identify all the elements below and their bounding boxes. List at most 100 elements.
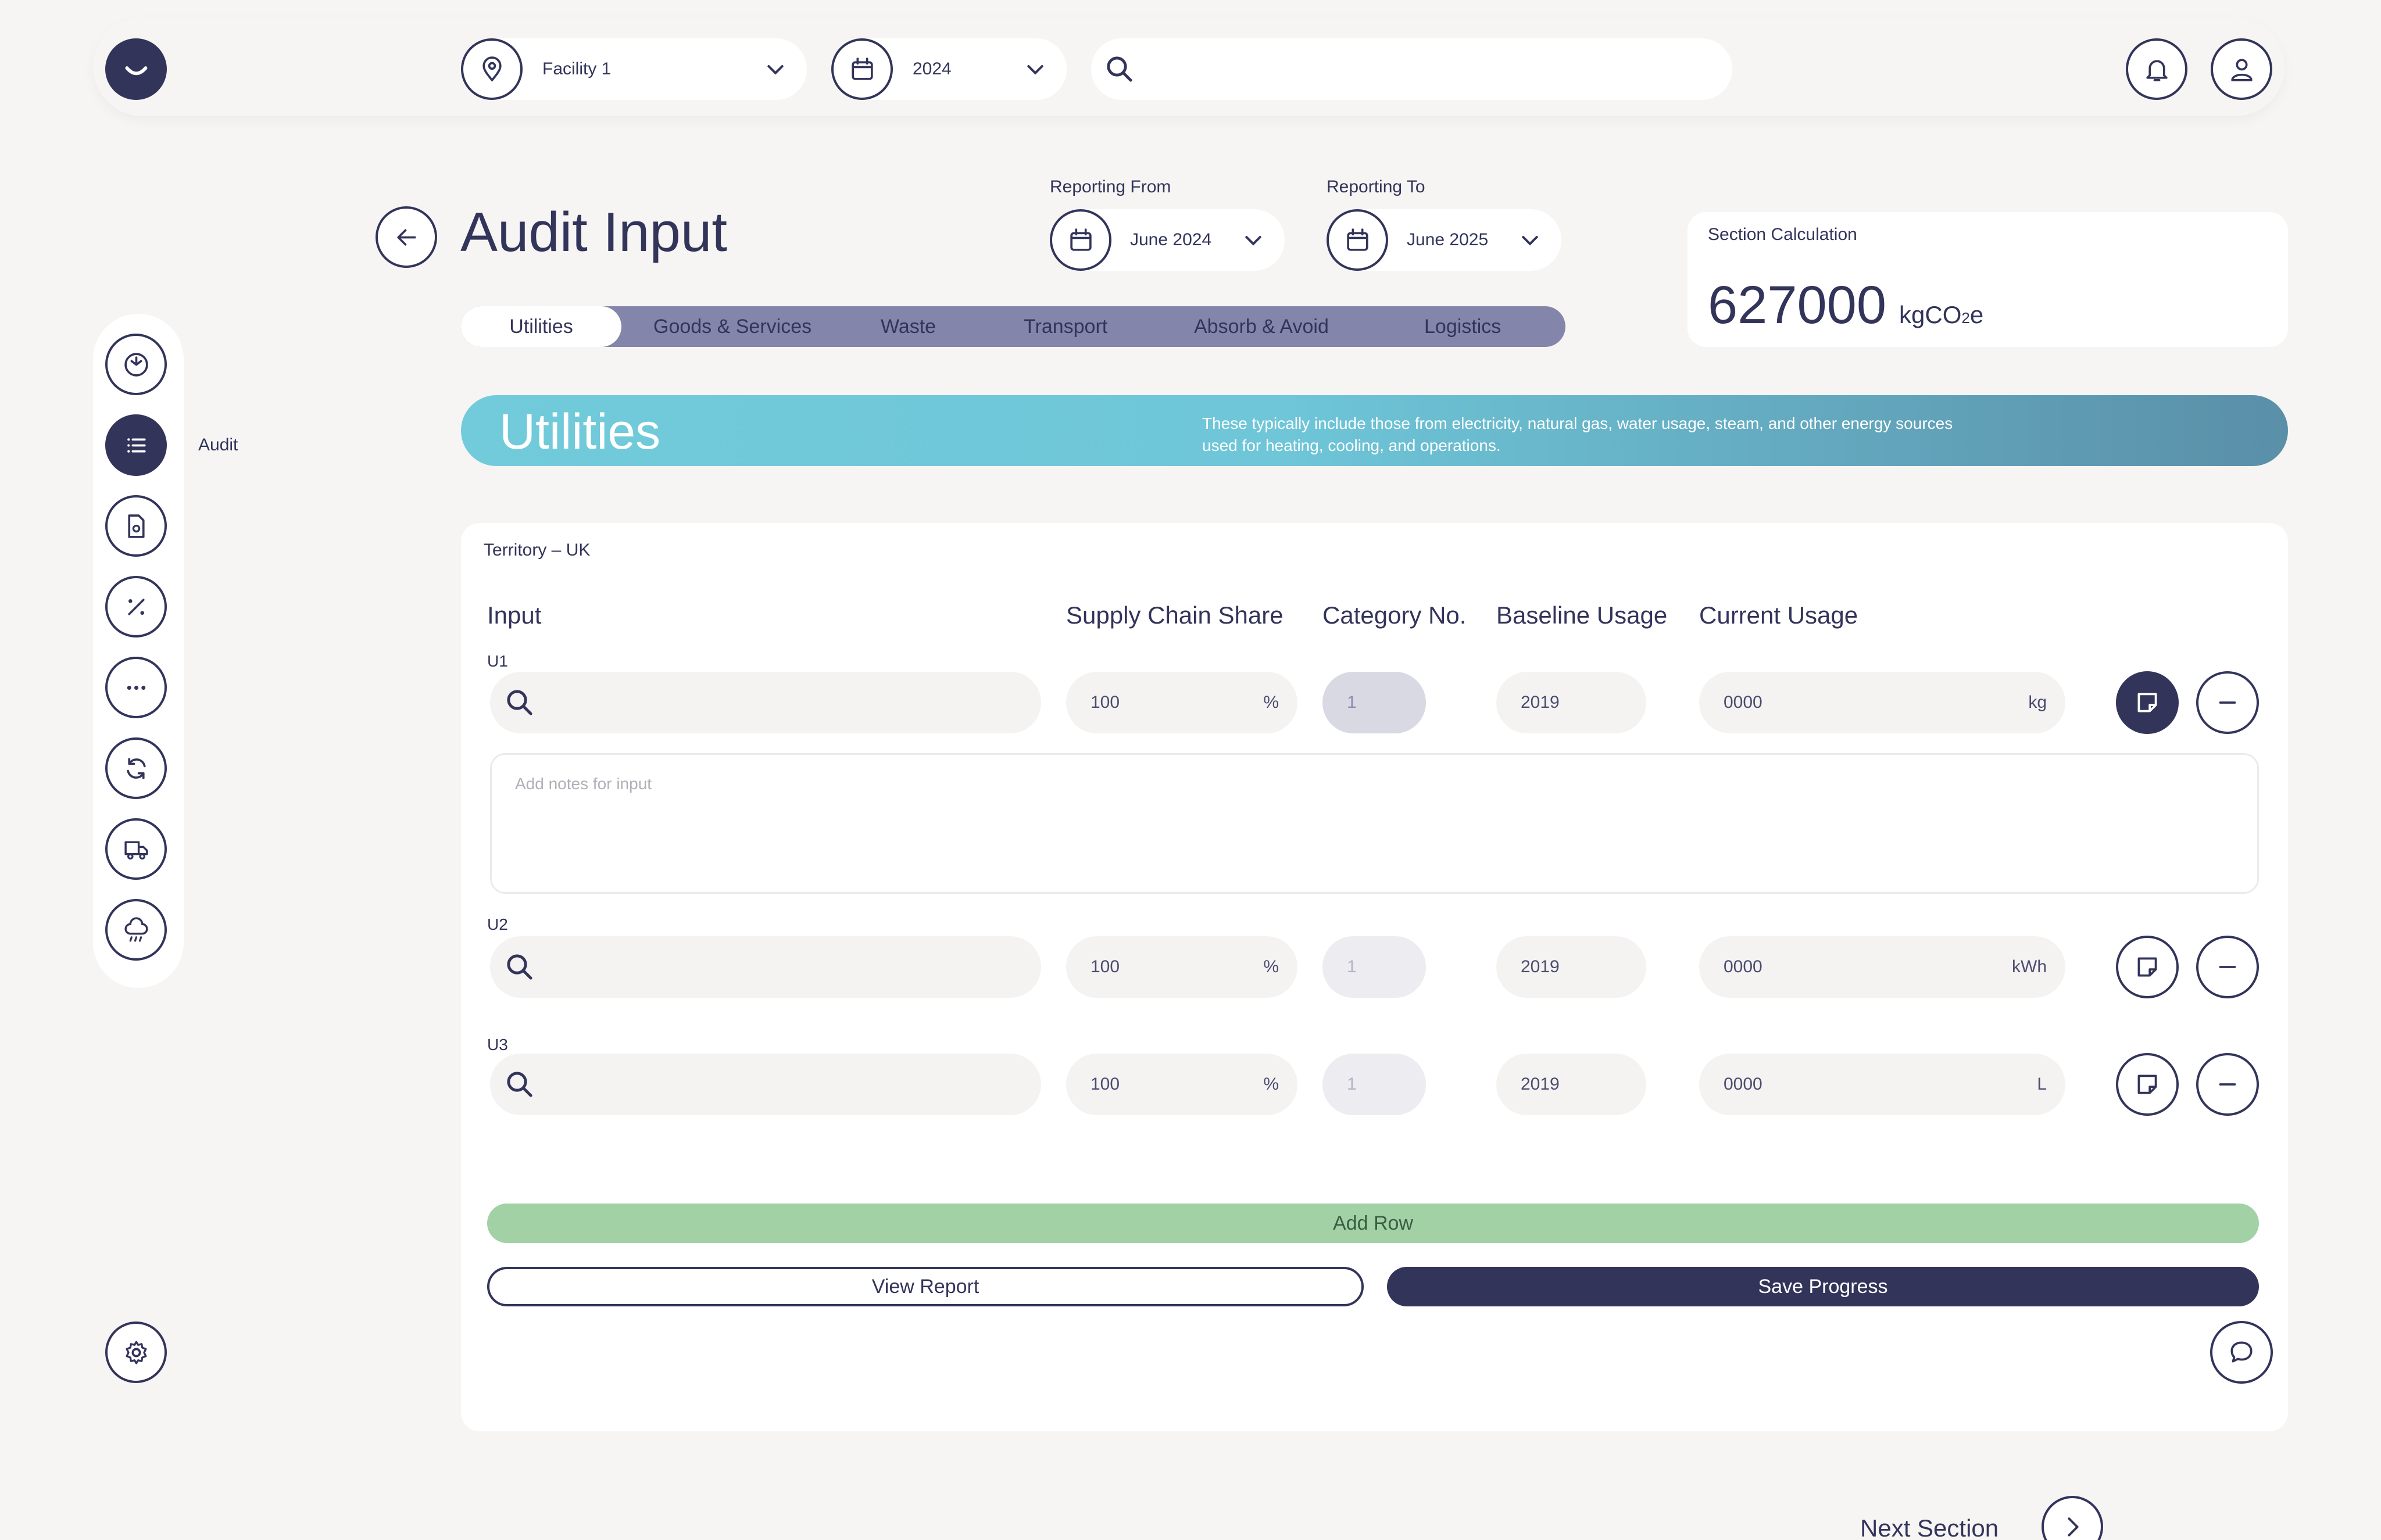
back-button[interactable] — [376, 206, 437, 268]
calendar-icon — [1327, 209, 1388, 271]
sidebar-item-reports[interactable] — [105, 495, 167, 557]
calendar-icon — [1050, 209, 1111, 271]
bell-icon — [2146, 59, 2168, 81]
current-usage-field[interactable]: 0000 L — [1699, 1054, 2065, 1115]
save-progress-label: Save Progress — [1758, 1275, 1888, 1298]
profile-button[interactable] — [2211, 38, 2272, 100]
sidebar-item-percentages[interactable] — [105, 576, 167, 638]
note-icon — [2137, 1075, 2157, 1094]
section-calculation-card: Section Calculation 627000 kgCO 2 e — [1688, 212, 2288, 347]
minus-icon — [2219, 1083, 2236, 1086]
search-icon — [1107, 56, 1132, 82]
baseline-usage-field[interactable]: 2019 — [1496, 1054, 1646, 1115]
save-progress-button[interactable]: Save Progress — [1387, 1267, 2259, 1306]
tab-goods-services[interactable]: Goods & Services — [653, 316, 812, 338]
category-tabs — [461, 306, 1565, 347]
settings-button[interactable] — [105, 1321, 167, 1383]
tab-waste[interactable]: Waste — [881, 316, 936, 338]
view-report-button[interactable]: View Report — [487, 1267, 1364, 1306]
percent-icon — [127, 598, 145, 615]
tab-transport[interactable]: Transport — [1024, 316, 1108, 338]
notes-button[interactable] — [2116, 1053, 2179, 1116]
supply-chain-share-field[interactable]: 100 % — [1066, 672, 1297, 733]
reporting-from-label: Reporting From — [1050, 177, 1171, 196]
baseline-usage-field[interactable]: 2019 — [1496, 672, 1646, 733]
category-no-field[interactable]: 1 — [1322, 672, 1426, 733]
territory-label: Territory – UK — [484, 540, 591, 560]
minus-icon — [2219, 966, 2236, 968]
section-calculation-value: 627000 — [1708, 275, 1886, 335]
sidebar-item-refresh[interactable] — [105, 737, 167, 799]
current-usage-field[interactable]: 0000 kg — [1699, 672, 2065, 733]
user-icon — [2230, 58, 2253, 81]
more-icon — [127, 685, 145, 690]
reporting-to-value: June 2025 — [1407, 230, 1489, 249]
sidebar-item-weather[interactable] — [105, 899, 167, 961]
facility-label: Facility 1 — [542, 59, 612, 78]
input-search-field[interactable] — [490, 1054, 1041, 1115]
arrow-left-icon — [396, 228, 416, 246]
baseline-usage-field[interactable]: 2019 — [1496, 936, 1646, 998]
column-header-input: Input — [487, 601, 542, 629]
sidebar-item-dashboard[interactable] — [105, 334, 167, 395]
notes-button[interactable] — [2116, 936, 2179, 998]
chevron-down-icon — [767, 65, 784, 75]
chevron-down-icon — [1027, 65, 1043, 75]
location-pin-icon — [461, 38, 523, 100]
document-icon — [127, 514, 145, 538]
section-calculation-unit-suffix: e — [1969, 301, 1984, 328]
app-logo[interactable] — [105, 38, 167, 100]
sidebar-item-audit[interactable] — [105, 414, 167, 476]
list-icon — [127, 438, 146, 453]
current-usage-field[interactable]: 0000 kWh — [1699, 936, 2065, 998]
remove-row-button[interactable] — [2196, 671, 2259, 734]
input-search-field[interactable] — [490, 936, 1041, 998]
notes-textarea[interactable]: Add notes for input — [490, 753, 2259, 894]
truck-icon — [124, 841, 148, 859]
search-icon — [507, 690, 532, 715]
calendar-icon — [831, 38, 893, 100]
search-icon — [507, 1072, 532, 1097]
view-report-label: View Report — [871, 1275, 979, 1298]
chevron-right-icon — [2067, 1517, 2079, 1537]
tab-absorb-avoid[interactable]: Absorb & Avoid — [1194, 316, 1329, 338]
notes-placeholder: Add notes for input — [515, 775, 652, 793]
remove-row-button[interactable] — [2196, 936, 2259, 998]
category-no-field[interactable]: 1 — [1322, 936, 1426, 998]
section-calculation-label: Section Calculation — [1708, 225, 1857, 244]
sidebar-item-more[interactable] — [105, 657, 167, 718]
cloud-rain-icon — [124, 916, 148, 942]
section-calculation-unit: kgCO — [1899, 301, 1962, 328]
notes-button[interactable] — [2116, 671, 2179, 734]
note-icon — [2137, 693, 2157, 712]
search-icon — [507, 954, 532, 980]
add-row-label: Add Row — [1333, 1212, 1413, 1234]
sidebar-item-delivery[interactable] — [105, 818, 167, 880]
supply-chain-share-field[interactable]: 100 % — [1066, 1054, 1297, 1115]
column-header-current-usage: Current Usage — [1699, 601, 1858, 629]
chat-bubble-icon — [2230, 1341, 2253, 1363]
refresh-icon — [126, 757, 146, 779]
next-section-button[interactable] — [2042, 1496, 2103, 1540]
category-no-field[interactable]: 1 — [1322, 1054, 1426, 1115]
tab-utilities[interactable]: Utilities — [461, 306, 621, 347]
column-header-baseline-usage: Baseline Usage — [1496, 601, 1668, 629]
add-row-button[interactable]: Add Row — [487, 1204, 2259, 1243]
input-search-field[interactable] — [490, 672, 1041, 733]
tab-logistics[interactable]: Logistics — [1424, 316, 1501, 338]
tab-label: Utilities — [509, 315, 573, 338]
reporting-from-value: June 2024 — [1130, 230, 1212, 249]
notifications-button[interactable] — [2126, 38, 2187, 100]
year-label: 2024 — [913, 59, 952, 78]
search-input[interactable] — [1149, 50, 1707, 88]
chat-button[interactable] — [2210, 1321, 2273, 1384]
reporting-to-label: Reporting To — [1327, 177, 1425, 196]
page-title: Audit Input — [460, 201, 727, 263]
remove-row-button[interactable] — [2196, 1053, 2259, 1116]
banner-title: Utilities — [499, 404, 661, 460]
note-icon — [2137, 957, 2157, 977]
supply-chain-share-field[interactable]: 100 % — [1066, 936, 1297, 998]
gauge-icon — [124, 352, 148, 377]
global-search[interactable] — [1091, 38, 1732, 100]
section-calculation-value-row: 627000 kgCO 2 e — [1708, 275, 1983, 336]
